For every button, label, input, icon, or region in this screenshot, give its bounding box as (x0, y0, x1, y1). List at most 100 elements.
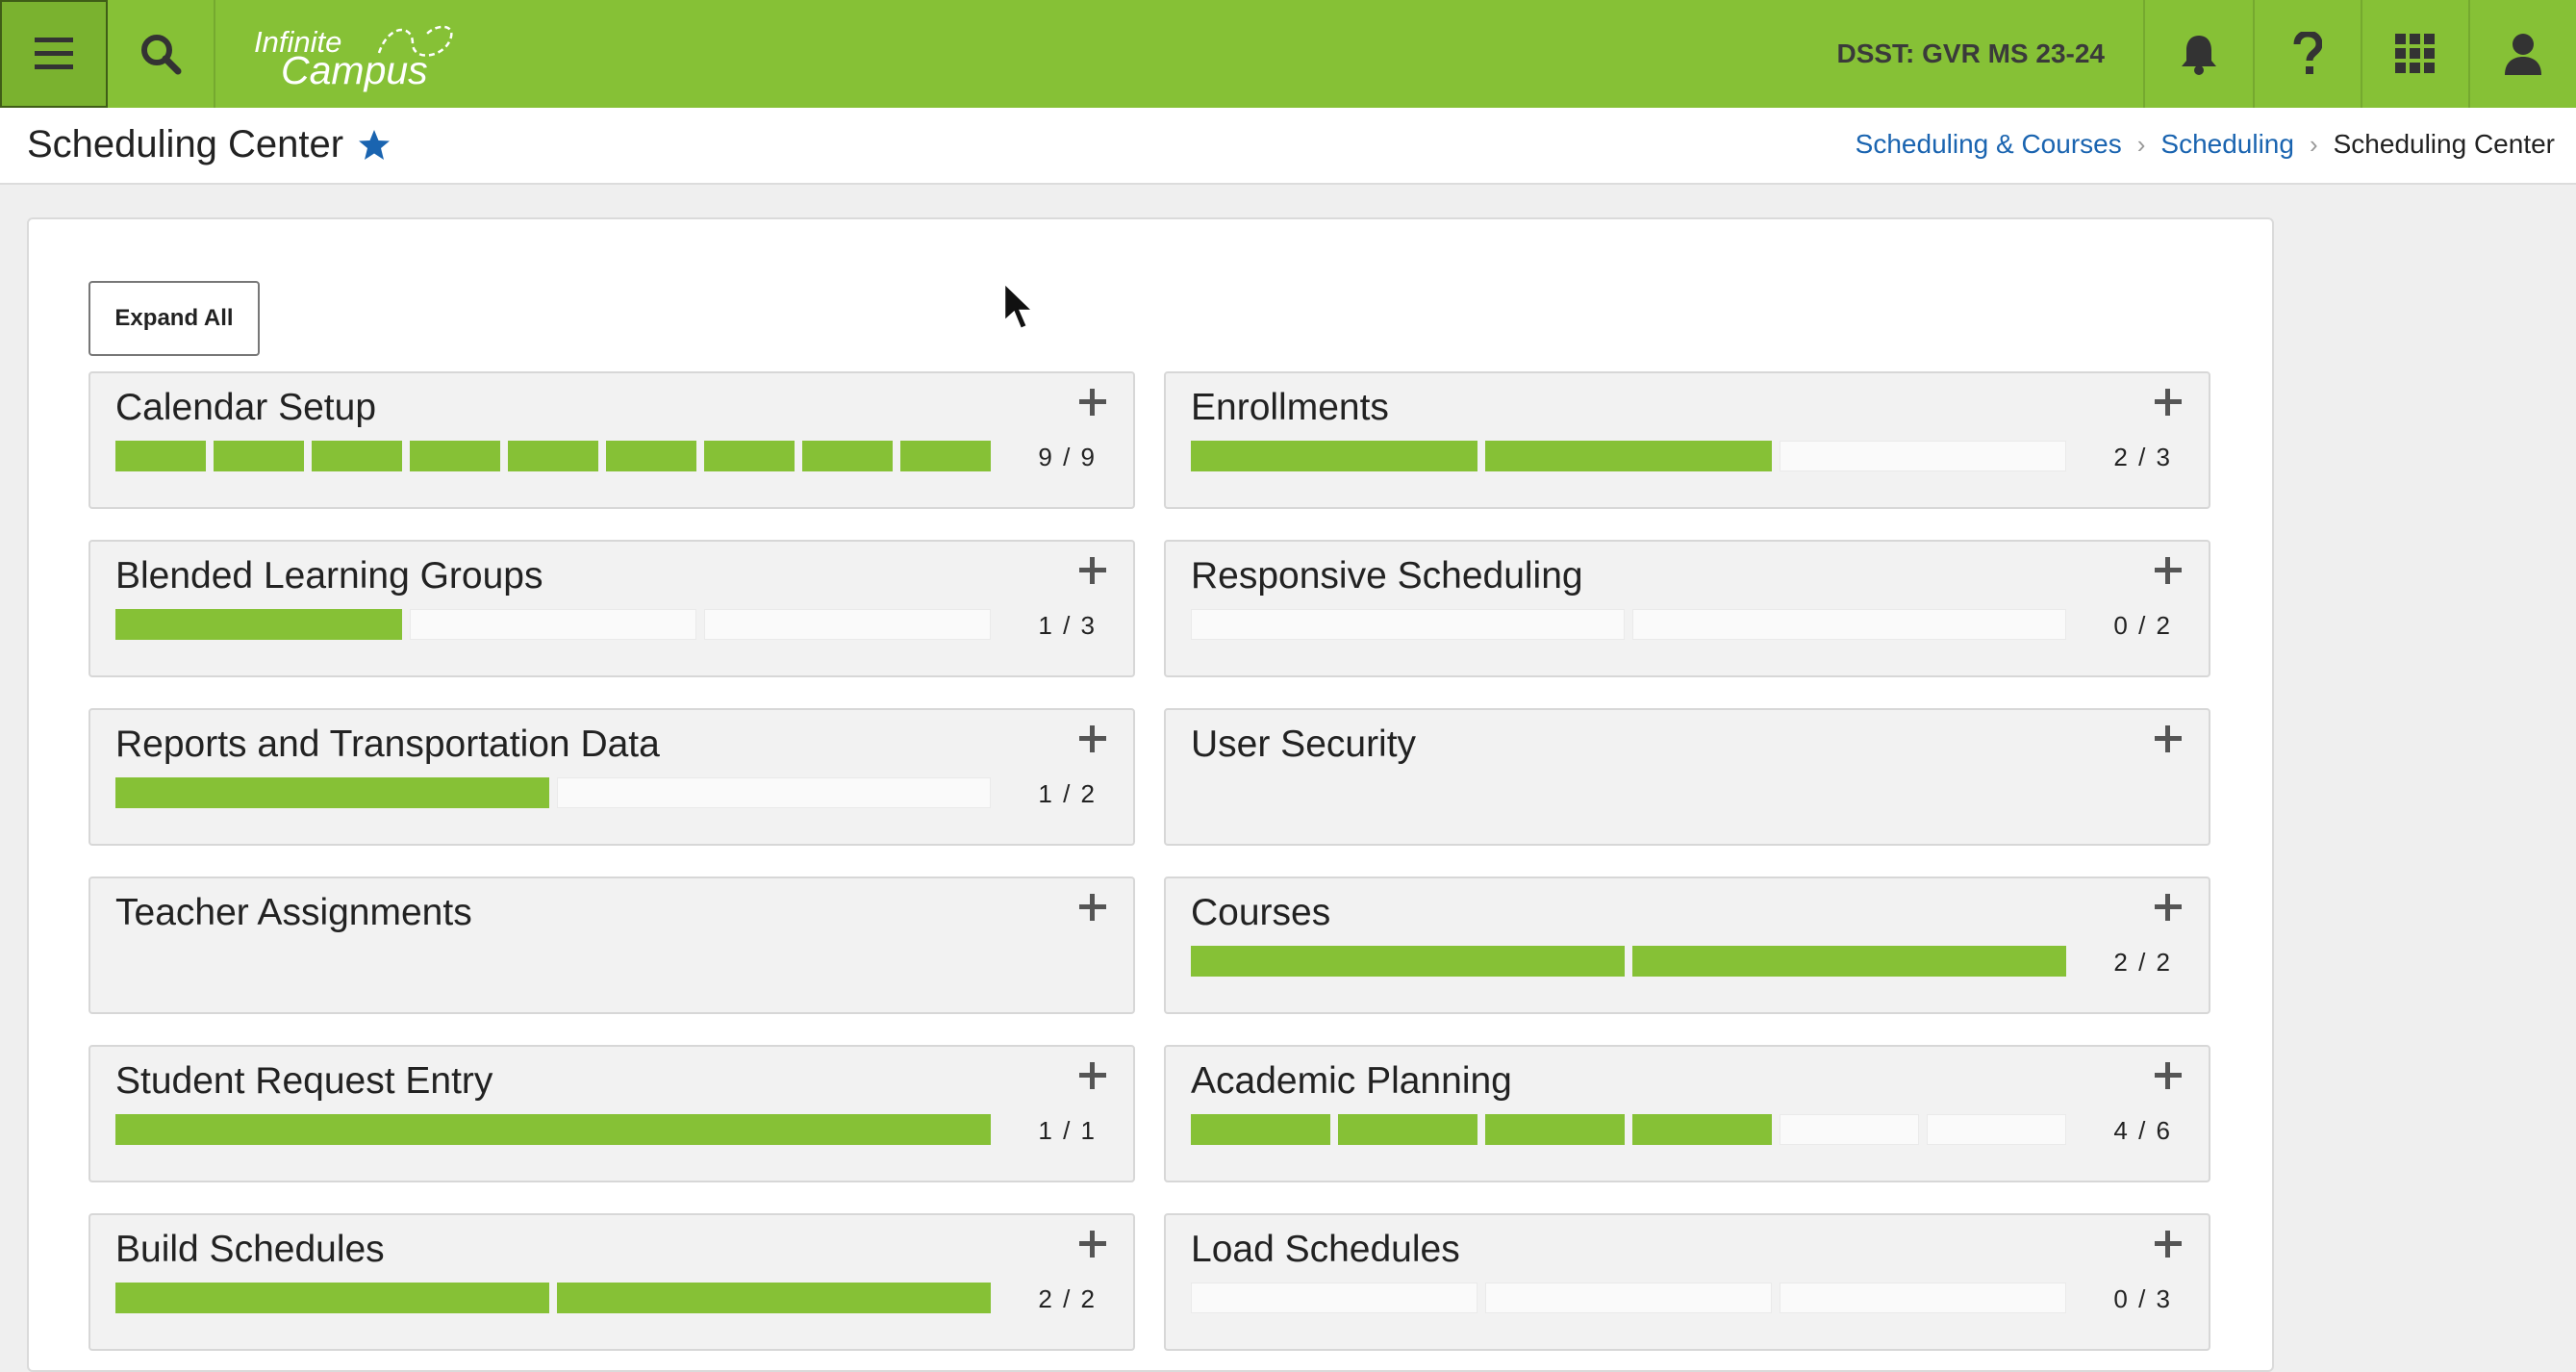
expand-plus-icon[interactable] (1073, 551, 1112, 590)
step-progress-bar (115, 1283, 991, 1313)
progress-segment-complete (115, 1283, 549, 1313)
progress-segment-complete (115, 441, 206, 471)
progress-segment-complete (1191, 946, 1625, 977)
progress-segment-complete (1485, 441, 1772, 471)
step-progress-bar (1191, 1283, 2066, 1313)
expand-plus-icon[interactable] (2149, 720, 2187, 758)
user-account-button[interactable] (2468, 0, 2576, 108)
mouse-cursor-icon (1002, 281, 1035, 331)
step-progress-bar (115, 441, 991, 471)
step-card[interactable]: Teacher Assignments (88, 877, 1135, 1014)
progress-segment-incomplete (1780, 1283, 2066, 1313)
step-card-title: Build Schedules (115, 1229, 385, 1270)
progress-segment-complete (1632, 1114, 1772, 1145)
step-card-title: Academic Planning (1191, 1060, 1512, 1102)
expand-plus-icon[interactable] (2149, 888, 2187, 927)
step-card[interactable]: Courses 2 / 2 (1164, 877, 2210, 1014)
favorite-star-icon[interactable] (357, 129, 391, 162)
expand-plus-icon[interactable] (2149, 383, 2187, 421)
apps-button[interactable] (2361, 0, 2468, 108)
progress-segment-incomplete (1927, 1114, 2066, 1145)
chevron-right-icon: › (2136, 129, 2146, 159)
step-card[interactable]: Student Request Entry 1 / 1 (88, 1045, 1135, 1182)
step-progress-bar (1191, 1114, 2066, 1145)
school-selector[interactable]: DSST: GVR MS 23-24 (1798, 0, 2145, 108)
progress-segment-incomplete (557, 777, 991, 808)
step-card-title: Courses (1191, 892, 1331, 933)
step-card[interactable]: Calendar Setup 9 / 9 (88, 371, 1135, 509)
help-button[interactable] (2253, 0, 2361, 108)
step-card[interactable]: User Security (1164, 708, 2210, 846)
progress-segment-complete (557, 1283, 991, 1313)
progress-segment-incomplete (704, 609, 991, 640)
progress-segment-incomplete (1191, 609, 1625, 640)
menu-button[interactable] (0, 0, 108, 108)
progress-segment-incomplete (1191, 1283, 1477, 1313)
step-card[interactable]: Load Schedules 0 / 3 (1164, 1213, 2210, 1351)
step-progress-count: 4 / 6 (2113, 1116, 2172, 1145)
expand-plus-icon[interactable] (2149, 1056, 2187, 1095)
logo-line1: Infinite (254, 25, 342, 59)
breadcrumb-scheduling[interactable]: Scheduling (2160, 129, 2294, 159)
logo-line2: Campus (281, 48, 428, 92)
step-card[interactable]: Enrollments 2 / 3 (1164, 371, 2210, 509)
progress-segment-complete (1632, 946, 2066, 977)
step-progress-bar (1191, 441, 2066, 471)
infinity-swoosh-icon (377, 25, 453, 57)
expand-plus-icon[interactable] (2149, 551, 2187, 590)
step-card[interactable]: Build Schedules 2 / 2 (88, 1213, 1135, 1351)
progress-segment-incomplete (1780, 441, 2066, 471)
step-card-title: Calendar Setup (115, 387, 377, 428)
step-card-title: Teacher Assignments (115, 892, 472, 933)
step-card[interactable]: Responsive Scheduling 0 / 2 (1164, 540, 2210, 677)
progress-segment-complete (115, 609, 402, 640)
step-progress-count: 0 / 3 (2113, 1284, 2172, 1313)
progress-segment-complete (508, 441, 598, 471)
apps-grid-icon (2395, 34, 2435, 73)
step-progress-count: 2 / 2 (2113, 948, 2172, 977)
notifications-button[interactable] (2145, 0, 2253, 108)
menu-icon (35, 38, 73, 69)
step-progress-count: 2 / 3 (2113, 443, 2172, 471)
expand-plus-icon[interactable] (1073, 1056, 1112, 1095)
step-card-title: Enrollments (1191, 387, 1389, 428)
step-progress-bar (115, 1114, 991, 1145)
step-progress-bar (1191, 946, 2066, 977)
expand-all-button[interactable]: Expand All (88, 281, 260, 356)
help-icon (2293, 32, 2322, 74)
page-header: Scheduling Center Scheduling & Courses ›… (0, 108, 2576, 185)
step-card[interactable]: Blended Learning Groups 1 / 3 (88, 540, 1135, 677)
scheduling-steps-grid: Calendar Setup 9 / 9 Enrollments 2 / 3 Blend… (88, 371, 2210, 1351)
step-progress-count: 0 / 2 (2113, 611, 2172, 640)
breadcrumb-scheduling-courses[interactable]: Scheduling & Courses (1855, 129, 2122, 159)
step-card[interactable]: Academic Planning 4 / 6 (1164, 1045, 2210, 1182)
expand-plus-icon[interactable] (1073, 383, 1112, 421)
step-progress-count: 1 / 2 (1038, 779, 1097, 808)
step-card[interactable]: Reports and Transportation Data 1 / 2 (88, 708, 1135, 846)
progress-segment-complete (900, 441, 991, 471)
progress-segment-complete (802, 441, 893, 471)
infinite-campus-logo[interactable]: Infinite Campus (215, 0, 485, 108)
progress-segment-incomplete (1485, 1283, 1772, 1313)
step-progress-count: 1 / 3 (1038, 611, 1097, 640)
progress-segment-complete (1338, 1114, 1477, 1145)
search-button[interactable] (108, 0, 215, 108)
progress-segment-complete (1191, 1114, 1330, 1145)
expand-plus-icon[interactable] (1073, 1225, 1112, 1263)
topbar-right-icons (2145, 0, 2576, 108)
step-card-title: Reports and Transportation Data (115, 724, 660, 765)
step-card-title: Student Request Entry (115, 1060, 493, 1102)
expand-plus-icon[interactable] (1073, 888, 1112, 927)
expand-plus-icon[interactable] (2149, 1225, 2187, 1263)
step-progress-count: 2 / 2 (1038, 1284, 1097, 1313)
step-progress-bar (115, 609, 991, 640)
progress-segment-complete (704, 441, 795, 471)
progress-segment-complete (115, 1114, 991, 1145)
progress-segment-incomplete (410, 609, 696, 640)
progress-segment-incomplete (1632, 609, 2066, 640)
expand-plus-icon[interactable] (1073, 720, 1112, 758)
progress-segment-complete (115, 777, 549, 808)
step-card-title: Blended Learning Groups (115, 555, 543, 597)
step-card-title: User Security (1191, 724, 1417, 765)
progress-segment-complete (410, 441, 500, 471)
